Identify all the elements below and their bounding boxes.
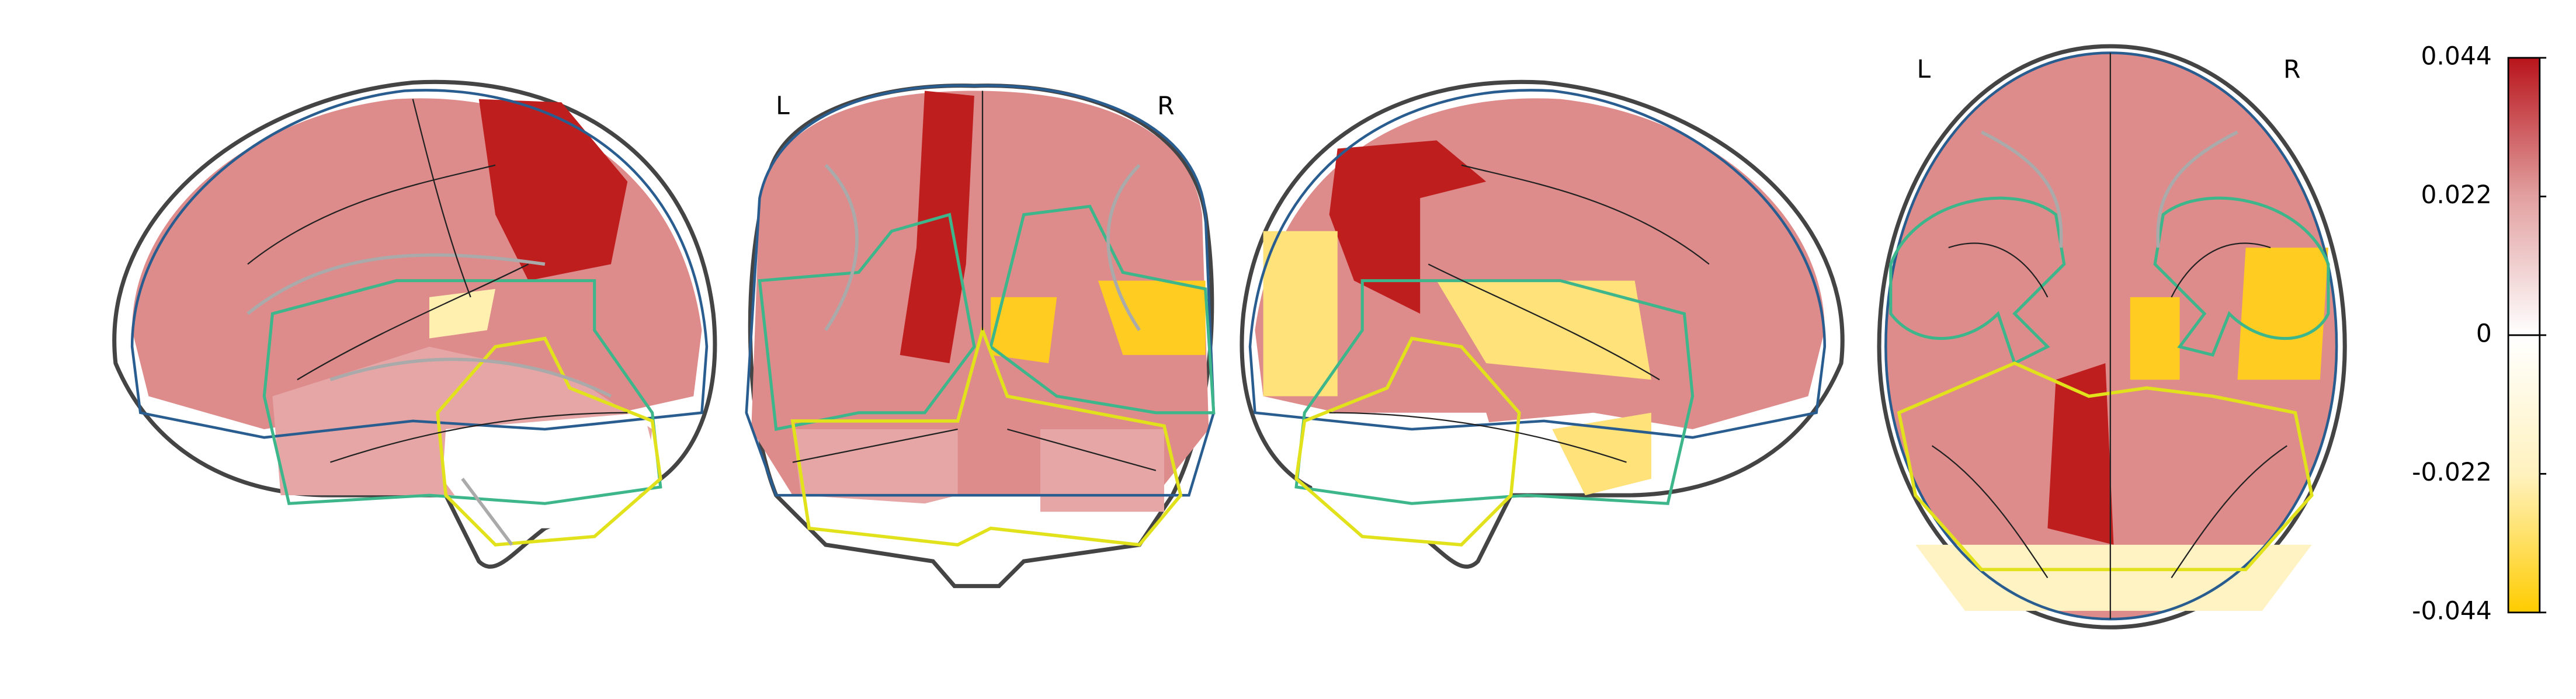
colorbar-tick-label: 0 xyxy=(2476,319,2492,347)
hemisphere-label: R xyxy=(1157,91,1174,120)
hemisphere-label: L xyxy=(776,91,790,120)
hemisphere-label: R xyxy=(2283,55,2300,84)
colorbar-tick-label: -0.022 xyxy=(2412,458,2492,486)
colorbar-tick-label: -0.044 xyxy=(2412,596,2492,625)
axial-view xyxy=(1877,44,2347,630)
hemisphere-label: L xyxy=(1917,55,1931,84)
colorbar-tick-label: 0.022 xyxy=(2421,180,2491,209)
sagittal-right-view xyxy=(1240,79,1845,569)
coronal-view xyxy=(745,84,1216,589)
sagittal-left-view xyxy=(112,79,717,569)
colorbar-tick-label: 0.044 xyxy=(2421,41,2491,70)
